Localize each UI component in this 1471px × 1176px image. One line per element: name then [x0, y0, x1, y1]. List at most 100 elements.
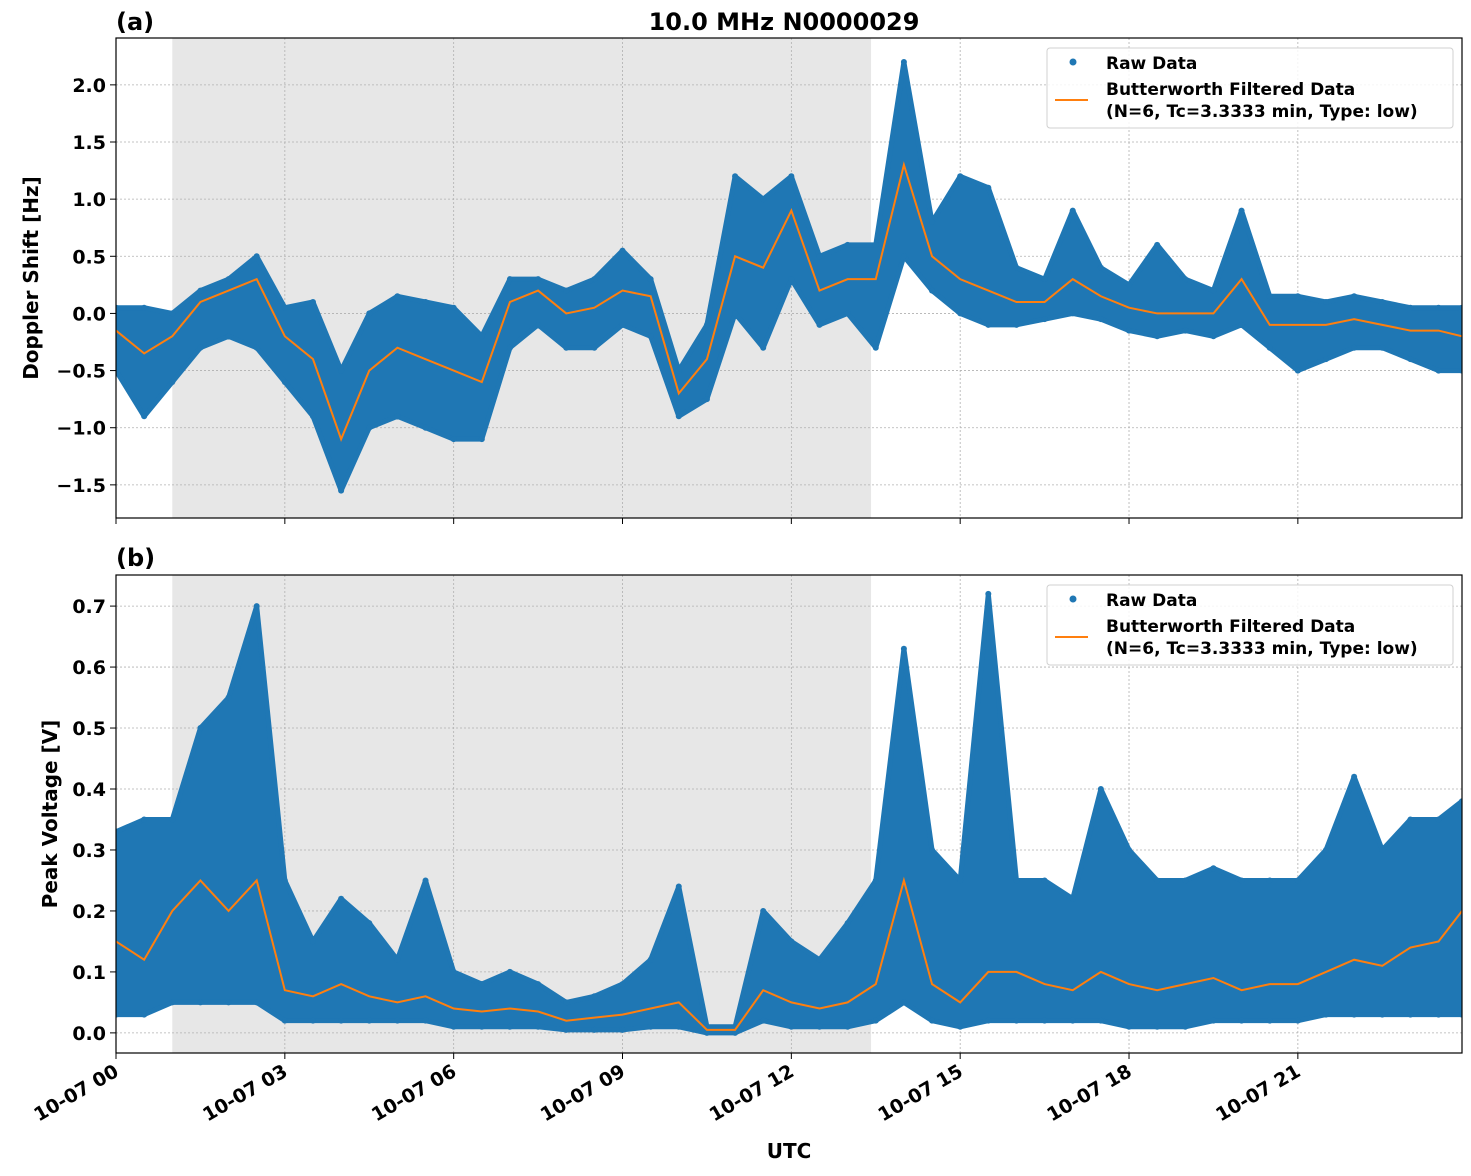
raw-data-point — [1097, 316, 1104, 323]
raw-data-point — [1013, 321, 1020, 328]
raw-data-point — [1435, 1011, 1442, 1018]
raw-data-point — [197, 344, 204, 351]
raw-data-point — [675, 1023, 682, 1030]
raw-data-point — [478, 981, 485, 988]
raw-data-point — [1097, 1017, 1104, 1024]
raw-data-point — [309, 938, 316, 945]
raw-data-point — [1154, 877, 1161, 884]
raw-data-point — [788, 276, 795, 283]
raw-data-point — [366, 1017, 373, 1024]
raw-data-point — [1407, 304, 1414, 311]
raw-data-point — [1379, 846, 1386, 853]
raw-data-point — [1126, 327, 1133, 334]
y-tick-label: 0.2 — [72, 901, 106, 923]
legend: Raw Data Butterworth Filtered Data(N=6, T… — [1046, 584, 1454, 666]
raw-data-point — [338, 367, 345, 374]
y-tick-label: 0.1 — [72, 962, 106, 984]
raw-data-point — [1069, 310, 1076, 317]
raw-data-point — [1069, 207, 1076, 214]
raw-data-point — [1041, 1017, 1048, 1024]
raw-data-point — [1459, 367, 1462, 374]
raw-data-point — [900, 253, 907, 260]
raw-data-point — [1322, 356, 1329, 363]
raw-data-point — [957, 877, 964, 884]
raw-data-point — [253, 603, 260, 610]
axes-frame — [115, 574, 1463, 1054]
raw-data-point — [957, 310, 964, 317]
raw-data-point — [900, 645, 907, 652]
raw-data-point — [929, 846, 936, 853]
y-tick-label: 2.0 — [72, 75, 106, 97]
x-tick-label: 10-07 03 — [199, 1060, 291, 1126]
raw-data-point — [929, 219, 936, 225]
y-tick-label: 0.0 — [72, 303, 106, 325]
x-tick-label: 10-07 18 — [1043, 1060, 1135, 1126]
raw-data-point — [1126, 846, 1133, 853]
x-tick-label: 10-07 09 — [537, 1060, 629, 1126]
x-tick-label: 10-07 12 — [706, 1060, 798, 1126]
raw-data-point — [116, 367, 119, 374]
raw-data-point — [872, 877, 879, 884]
raw-data-point — [788, 938, 795, 945]
raw-data-point — [647, 956, 654, 963]
raw-data-point — [1238, 1017, 1245, 1024]
raw-data-point — [1266, 344, 1273, 351]
raw-data-point — [141, 413, 148, 420]
raw-data-point — [957, 173, 964, 180]
raw-data-point — [844, 920, 851, 927]
raw-data-point — [1069, 1017, 1076, 1024]
raw-data-point — [985, 184, 992, 191]
raw-data-point — [1182, 327, 1189, 334]
raw-data-point — [394, 293, 401, 300]
y-tick-label: 0.5 — [72, 246, 106, 268]
raw-data-point — [309, 299, 316, 305]
raw-data-point — [116, 1011, 119, 1018]
raw-data-point — [563, 1026, 570, 1033]
raw-data-point — [197, 725, 204, 732]
raw-data-point — [675, 883, 682, 890]
raw-data-point — [703, 321, 710, 328]
raw-data-point — [1013, 1017, 1020, 1024]
raw-data-point — [591, 344, 598, 351]
y-tick-label: −1.5 — [56, 475, 106, 497]
raw-data-envelope — [116, 591, 1462, 1036]
raw-data-point — [1154, 241, 1161, 248]
raw-data-point — [1322, 846, 1329, 853]
raw-data-point — [985, 1017, 992, 1024]
raw-data-point — [900, 59, 907, 65]
y-tick-label: 0.0 — [72, 1023, 106, 1045]
raw-data-point — [872, 1017, 879, 1024]
raw-data-point — [535, 321, 542, 328]
legend-raw-label: Raw Data — [1106, 591, 1197, 611]
raw-data-point — [929, 1017, 936, 1024]
raw-data-point — [1294, 877, 1301, 884]
raw-data-point — [1154, 1023, 1161, 1030]
raw-data-point — [1041, 316, 1048, 323]
raw-data-point — [197, 999, 204, 1006]
legend-filtered-label: Butterworth Filtered Data — [1106, 80, 1355, 100]
raw-data-envelope — [116, 59, 1462, 494]
raw-data-point — [647, 276, 654, 283]
raw-data-point — [1013, 264, 1020, 271]
raw-data-point — [1407, 356, 1414, 363]
plot-area — [116, 59, 1462, 494]
raw-data-point — [844, 241, 851, 248]
raw-data-point — [1041, 276, 1048, 283]
raw-data-point — [1097, 786, 1104, 793]
raw-data-point — [116, 304, 119, 311]
raw-data-point — [647, 1023, 654, 1030]
raw-data-point — [1294, 367, 1301, 374]
y-tick-label: 0.3 — [72, 840, 106, 862]
raw-data-point — [253, 344, 260, 351]
raw-data-point — [1435, 816, 1442, 823]
raw-data-point — [985, 321, 992, 328]
raw-data-point — [703, 1029, 710, 1036]
raw-data-point — [422, 299, 429, 305]
raw-data-point — [619, 247, 626, 254]
raw-data-point — [619, 981, 626, 988]
filtered-data-line — [116, 161, 1462, 442]
raw-data-point — [760, 907, 767, 914]
panel-label-a: (a) — [116, 8, 154, 36]
raw-data-point — [506, 276, 513, 283]
